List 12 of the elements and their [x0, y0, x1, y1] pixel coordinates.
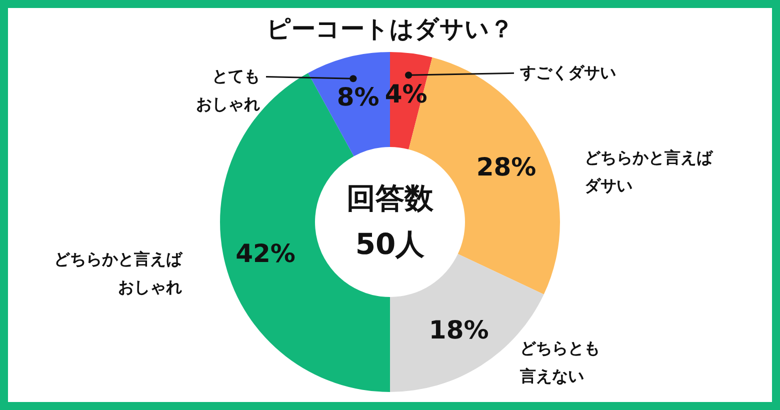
data-label: 8%	[336, 82, 380, 112]
slice-label: どちらかと言えばおしゃれ	[54, 249, 183, 296]
data-label: 18%	[428, 315, 489, 344]
text: 50人	[355, 227, 426, 261]
chart-title: ピーコートはダサい？	[266, 15, 514, 43]
slice-label: すごくダサい	[519, 63, 616, 82]
slice-label: どちらとも言えない	[519, 338, 600, 386]
slice-label: どちらかと言えばダサい	[584, 148, 714, 196]
data-label: 42%	[236, 238, 296, 268]
data-label: 28%	[476, 152, 536, 182]
slice-label: とてもおしゃれ	[196, 66, 260, 114]
text: 回答数	[346, 181, 434, 215]
